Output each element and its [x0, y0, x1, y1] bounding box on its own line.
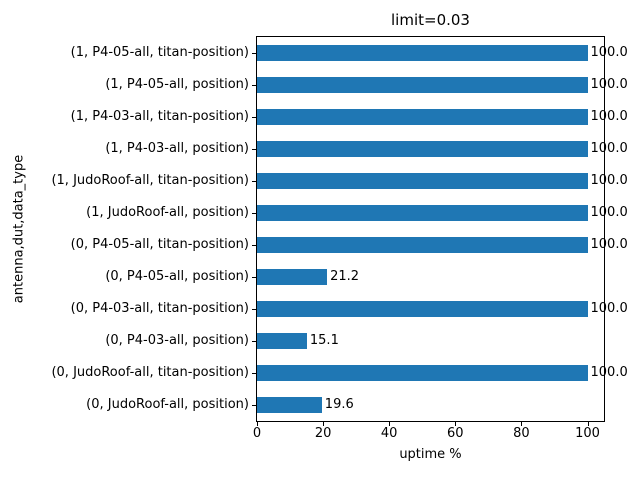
bar-value-label: 100.0: [590, 205, 628, 220]
x-tick-label: 40: [380, 426, 398, 441]
x-tick-label: 0: [252, 426, 262, 441]
bar-value-label: 100.0: [590, 301, 628, 316]
y-tick-label: (0, JudoRoof-all, titan-position): [51, 365, 249, 380]
bar: [257, 77, 588, 93]
bar: [257, 333, 307, 349]
y-tick-label: (1, P4-05-all, position): [105, 77, 249, 92]
x-tick-mark: [323, 422, 325, 426]
x-tick-label: 20: [314, 426, 332, 441]
bar-value-label: 100.0: [590, 365, 628, 380]
plot-area: 100.0 100.0 100.0 100.0 100.0 100.0 100.0 21.2 1…: [256, 36, 628, 422]
y-tick-label: (1, P4-05-all, titan-position): [70, 45, 249, 60]
bar-value-label: 19.6: [324, 397, 354, 412]
y-tick-mark: [252, 149, 256, 150]
y-tick-label: (1, JudoRoof-all, titan-position): [51, 173, 249, 188]
bar-value-label: 100.0: [590, 109, 628, 124]
y-tick-label: (0, P4-05-all, titan-position): [70, 237, 249, 252]
x-tick-mark: [521, 422, 523, 426]
bar: [257, 45, 588, 61]
y-tick-label: (1, P4-03-all, titan-position): [70, 109, 249, 124]
bar-value-label: 100.0: [590, 237, 628, 252]
y-tick-mark: [252, 309, 256, 310]
y-tick-mark: [252, 277, 256, 278]
bar: [257, 269, 328, 285]
bar: [257, 141, 588, 157]
y-tick-label: (0, P4-03-all, titan-position): [70, 301, 249, 316]
bar-value-label: 100.0: [590, 45, 628, 60]
bar-value-label: 21.2: [330, 269, 360, 284]
y-tick-mark: [252, 53, 256, 54]
bar: [257, 109, 588, 125]
bar: [257, 301, 588, 317]
bar: [257, 173, 588, 189]
x-tick-mark: [389, 422, 391, 426]
bar-value-label: 15.1: [309, 333, 339, 348]
y-tick-mark: [252, 85, 256, 86]
y-tick-mark: [252, 405, 256, 406]
y-tick-mark: [252, 181, 256, 182]
bar: [257, 205, 588, 221]
bar-value-label: 100.0: [590, 141, 628, 156]
y-tick-label: (0, P4-03-all, position): [105, 333, 249, 348]
bar: [257, 365, 588, 381]
y-tick-mark: [252, 373, 256, 374]
bar: [257, 237, 588, 253]
x-tick-mark: [257, 422, 258, 426]
x-tick-mark: [455, 422, 457, 426]
y-tick-mark: [252, 213, 256, 214]
bar-value-label: 100.0: [590, 173, 628, 188]
y-tick-label: (1, JudoRoof-all, position): [86, 205, 249, 220]
x-tick-mark: [587, 422, 589, 426]
y-tick-mark: [252, 341, 256, 342]
bar: [257, 397, 322, 413]
x-tick-label: 80: [513, 426, 530, 441]
x-tick-label: 60: [447, 426, 464, 441]
x-axis-label: uptime %: [399, 447, 462, 462]
y-axis-label: antenna,dut,data_type: [11, 154, 27, 304]
y-tick-mark: [252, 117, 256, 118]
y-tick-label: (0, JudoRoof-all, position): [86, 397, 249, 412]
chart-title: limit=0.03: [391, 11, 470, 29]
y-tick-mark: [252, 245, 256, 246]
y-tick-label: (1, P4-03-all, position): [105, 141, 249, 156]
x-tick-label: 100: [575, 426, 600, 441]
y-tick-label: (0, P4-05-all, position): [105, 269, 249, 284]
bar-value-label: 100.0: [590, 77, 628, 92]
